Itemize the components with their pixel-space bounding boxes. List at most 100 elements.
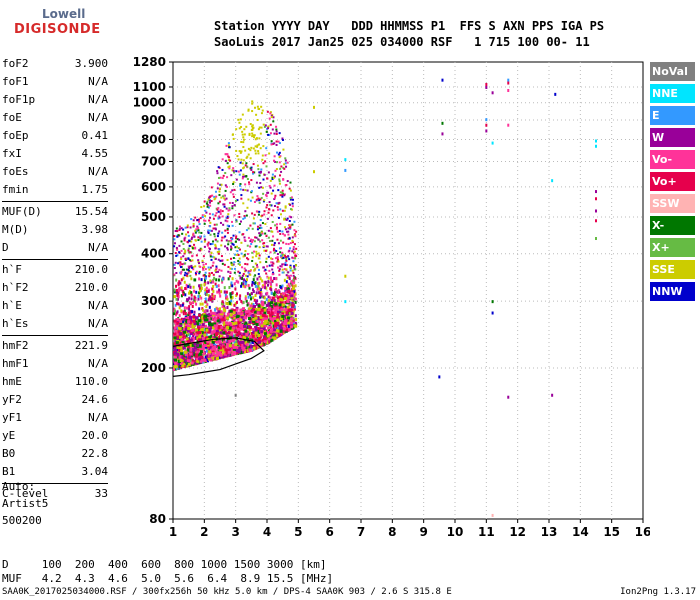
echo-point — [239, 340, 243, 344]
echo-point — [198, 352, 202, 356]
echo-point — [291, 256, 294, 259]
echo-point — [234, 321, 238, 325]
echo-point — [185, 268, 188, 271]
echo-point — [271, 279, 274, 283]
echo-point — [176, 345, 180, 349]
echo-point — [234, 240, 237, 243]
echo-point — [190, 218, 193, 221]
echo-point — [244, 321, 248, 325]
x-tick-label: 15 — [603, 525, 620, 539]
echo-point — [185, 334, 188, 338]
echo-point — [273, 324, 277, 328]
echo-point — [248, 331, 251, 335]
echo-point — [193, 360, 196, 364]
echo-point — [269, 123, 272, 126]
echo-point — [215, 322, 219, 326]
echo-point — [178, 288, 181, 292]
echo-point — [198, 307, 201, 311]
echo-point — [202, 308, 205, 312]
echo-point — [204, 215, 207, 218]
echo-point — [220, 290, 223, 294]
echo-point — [228, 326, 232, 330]
echo-point — [286, 230, 289, 233]
echo-point — [175, 288, 178, 292]
echo-point — [197, 361, 200, 365]
echo-point — [227, 166, 230, 169]
echo-point — [289, 274, 292, 277]
echo-point — [201, 327, 205, 331]
echo-point — [259, 261, 262, 264]
echo-point — [243, 325, 247, 329]
echo-point — [274, 322, 278, 326]
echo-point — [208, 273, 211, 276]
echo-point — [284, 162, 287, 165]
echo-point — [240, 334, 244, 338]
echo-point — [245, 214, 248, 217]
echo-point — [221, 338, 225, 342]
echo-point — [270, 192, 273, 195]
echo-point — [263, 339, 267, 343]
echo-point — [216, 352, 220, 356]
echo-point — [221, 314, 224, 318]
echo-point — [258, 311, 262, 315]
echo-point — [595, 144, 597, 148]
echo-point — [256, 118, 259, 121]
echo-point — [234, 343, 238, 347]
echo-point — [290, 311, 294, 315]
echo-point — [267, 127, 270, 130]
echo-point — [215, 265, 218, 268]
echo-point — [180, 227, 183, 230]
echo-point — [209, 295, 212, 299]
echo-point — [290, 296, 294, 300]
echo-point — [221, 168, 224, 171]
echo-point — [218, 291, 221, 295]
x-tick-label: 5 — [294, 525, 302, 539]
echo-point — [491, 513, 494, 517]
echo-point — [190, 237, 193, 240]
echo-point — [210, 186, 213, 189]
echo-point — [173, 267, 176, 270]
echo-point — [215, 340, 219, 344]
echo-point — [227, 142, 230, 145]
param-row: hmE 110.0 — [2, 373, 108, 391]
echo-point — [294, 314, 297, 318]
param-name: B0 — [2, 447, 16, 460]
echo-point — [274, 194, 277, 197]
echo-point — [269, 317, 273, 321]
echo-point — [271, 332, 275, 336]
param-name: B1 — [2, 465, 16, 478]
echo-point — [267, 125, 270, 128]
echo-point — [235, 170, 238, 173]
echo-point — [187, 311, 190, 315]
echo-point — [235, 253, 238, 256]
echo-point — [184, 287, 187, 291]
echo-point — [289, 266, 292, 269]
echo-point — [252, 171, 255, 174]
echo-point — [194, 265, 197, 268]
echo-point — [282, 148, 285, 151]
echo-point — [214, 308, 217, 312]
echo-point — [281, 329, 285, 333]
echo-point — [275, 283, 278, 287]
echo-point — [175, 284, 178, 288]
echo-point — [219, 334, 223, 338]
echo-point — [197, 348, 201, 352]
echo-point — [279, 285, 282, 289]
echo-point — [198, 319, 202, 323]
echo-point — [216, 172, 219, 175]
echo-point — [251, 135, 254, 138]
echo-point — [252, 278, 255, 282]
echo-point — [278, 290, 281, 294]
echo-point — [193, 328, 196, 332]
echo-point — [226, 231, 229, 234]
echo-point — [281, 268, 284, 271]
echo-point — [291, 223, 294, 226]
echo-point — [224, 348, 228, 352]
echo-point — [269, 282, 272, 286]
echo-point — [554, 92, 557, 96]
echo-point — [249, 245, 252, 248]
echo-point — [179, 335, 183, 339]
echo-point — [196, 219, 199, 222]
echo-point — [173, 245, 176, 248]
echo-point — [251, 132, 254, 135]
